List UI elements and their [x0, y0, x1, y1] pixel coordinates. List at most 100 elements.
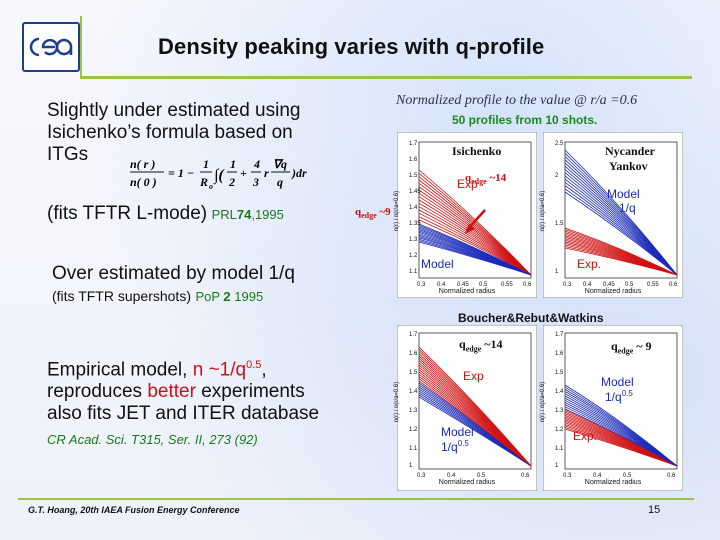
p2-model-label: Model 1/q [607, 187, 640, 215]
fits2-cite-post: 1995 [230, 289, 264, 304]
p1-ylabel: n(r) / n(r/a=0.6) [394, 190, 400, 232]
svg-text:0.45: 0.45 [603, 282, 615, 288]
para3-line1-post: , [261, 359, 267, 381]
p4-q: q [611, 339, 618, 353]
p1-q: q [465, 172, 472, 184]
svg-text:0.4: 0.4 [437, 282, 446, 288]
panel-boucher-q9: 1.7 1.6 1.5 1.4 1.3 1.2 1.1 1 0.3 0.4 0.5 0.6 No… [540, 324, 684, 496]
svg-text:1.6: 1.6 [555, 351, 564, 357]
para3-line2-red: better [147, 381, 196, 403]
svg-text:1.1: 1.1 [555, 446, 564, 452]
p4-xlabel: Normalized radius [584, 479, 642, 486]
svg-text:1.2: 1.2 [555, 427, 564, 433]
fits-tftr-lmode: (fits TFTR L-mode) PRL74,1995 [47, 203, 284, 225]
p1-title: Isichenko [452, 144, 502, 158]
svg-text:1.2: 1.2 [409, 427, 418, 433]
profile-curve [564, 428, 678, 467]
svg-text:2: 2 [228, 175, 235, 189]
para2: Over estimated by model 1/q [52, 263, 295, 284]
p1-q-left: q [355, 206, 362, 218]
svg-text:0.5: 0.5 [625, 282, 634, 288]
svg-text:= 1 −: = 1 − [168, 166, 194, 180]
p3-xlabel: Normalized radius [438, 479, 496, 486]
p4-qval: ~ 9 [633, 339, 652, 353]
svg-text:n( r ): n( r ) [130, 157, 155, 171]
p4-model-line2: 1/q0.5 [605, 389, 633, 404]
svg-text:0.6: 0.6 [523, 282, 532, 288]
p3-ylabel: n(r) / n(r/a=0.6) [394, 381, 400, 423]
p2-title: Nycander Yankov [605, 144, 655, 174]
svg-text:1.6: 1.6 [409, 157, 418, 163]
para1-line3: ITGs [47, 144, 89, 165]
svg-text:+: + [240, 166, 247, 180]
p3-qsub: edge [465, 344, 482, 354]
p3-model-line2: 1/q0.5 [441, 439, 469, 454]
para3-line2-post: experiments [195, 381, 305, 403]
fits1-cite: PRL74,1995 [212, 207, 284, 222]
svg-text:1.4: 1.4 [409, 389, 418, 395]
svg-text:0.55: 0.55 [647, 282, 659, 288]
panel-isichenko: 1.7 1.6 1.5 1.45 1.4 1.35 1.3 1.2 1.1 0.3 0.4 0.… [394, 131, 538, 303]
profiles-caption: 50 profiles from 10 shots. [452, 113, 598, 127]
profile-curve [418, 396, 532, 467]
cea-logo [22, 22, 80, 72]
p3-q: q [459, 337, 466, 351]
profile-curve [418, 241, 532, 276]
svg-text:0.6: 0.6 [667, 473, 676, 479]
para3-line1-sup: 0.5 [246, 359, 262, 371]
slide-title: Density peaking varies with q-profile [158, 34, 545, 59]
svg-text:1: 1 [203, 157, 209, 171]
svg-text:R: R [199, 175, 208, 189]
svg-text:1.45: 1.45 [409, 189, 421, 195]
p2-model-line1: Model [607, 187, 640, 201]
svg-text:2.5: 2.5 [555, 141, 564, 147]
svg-text:1: 1 [555, 269, 559, 275]
p3-qval: ~14 [481, 337, 503, 351]
para3-line1-pre: Empirical model, [47, 359, 193, 381]
fits1-cite-post: ,1995 [251, 207, 284, 222]
svg-text:1.4: 1.4 [409, 205, 418, 211]
fits2-cite: PoP 2 1995 [195, 289, 263, 304]
profile-curve [418, 380, 532, 467]
p4-exp-label: Exp. [573, 429, 598, 443]
p1-qsub-left: edge [361, 211, 377, 221]
para3-line2-pre: reproduces [47, 381, 148, 403]
svg-text:1: 1 [409, 463, 413, 469]
profile-curve [564, 247, 678, 276]
panel-boucher-q14: 1.7 1.6 1.5 1.4 1.3 1.2 1.1 1 0.3 0.4 0.5 0.6 No… [394, 324, 538, 496]
fits1-text: (fits TFTR L-mode) [47, 203, 208, 224]
p1-qsub: edge [471, 177, 487, 187]
p2-exp-label: Exp. [577, 257, 602, 271]
p1-exp-label: Exp [457, 177, 478, 191]
svg-text:4: 4 [253, 157, 260, 171]
svg-text:0.3: 0.3 [417, 282, 426, 288]
p3-qedge: qedge ~14 [459, 337, 503, 353]
p2-xlabel: Normalized radius [584, 288, 642, 295]
panel-nycander: 2.5 2 1.5 1 0.3 0.4 0.45 0.5 0.55 0.6 Normaliz… [540, 131, 684, 303]
cite-cr-acad: CR Acad. Sci. T315, Ser. II, 273 (92) [47, 432, 258, 447]
svg-text:1.3: 1.3 [409, 237, 418, 243]
svg-text:1.5: 1.5 [409, 173, 418, 179]
footer-divider [18, 498, 694, 500]
fits2-cite-volume: 2 [223, 289, 231, 304]
para3-line2: reproduces better experiments [47, 381, 319, 403]
svg-text:)dr: )dr [291, 166, 307, 180]
para1-line1: Slightly under estimated using [47, 100, 301, 121]
svg-text:1: 1 [555, 463, 559, 469]
fits1-cite-pre: PRL [211, 207, 237, 222]
p2-title-line2: Yankov [609, 159, 648, 173]
svg-text:0.5: 0.5 [479, 282, 488, 288]
svg-text:n( 0 ): n( 0 ) [130, 175, 157, 189]
svg-text:1.5: 1.5 [409, 370, 418, 376]
svg-text:r: r [264, 166, 269, 180]
paragraph-empirical: Empirical model, n ~1/q0.5, reproduces b… [47, 354, 319, 425]
svg-text:0.4: 0.4 [593, 473, 602, 479]
svg-text:1: 1 [230, 157, 236, 171]
p1-model-label: Model [421, 257, 454, 271]
p3-model-label: Model 1/q0.5 [441, 425, 474, 454]
p3-model-line1: Model [441, 425, 474, 439]
svg-text:2: 2 [555, 173, 559, 179]
p4-qedge: qedge ~ 9 [611, 339, 652, 355]
svg-text:1.3: 1.3 [409, 408, 418, 414]
fits2-cite-pre: PoP [195, 289, 224, 304]
